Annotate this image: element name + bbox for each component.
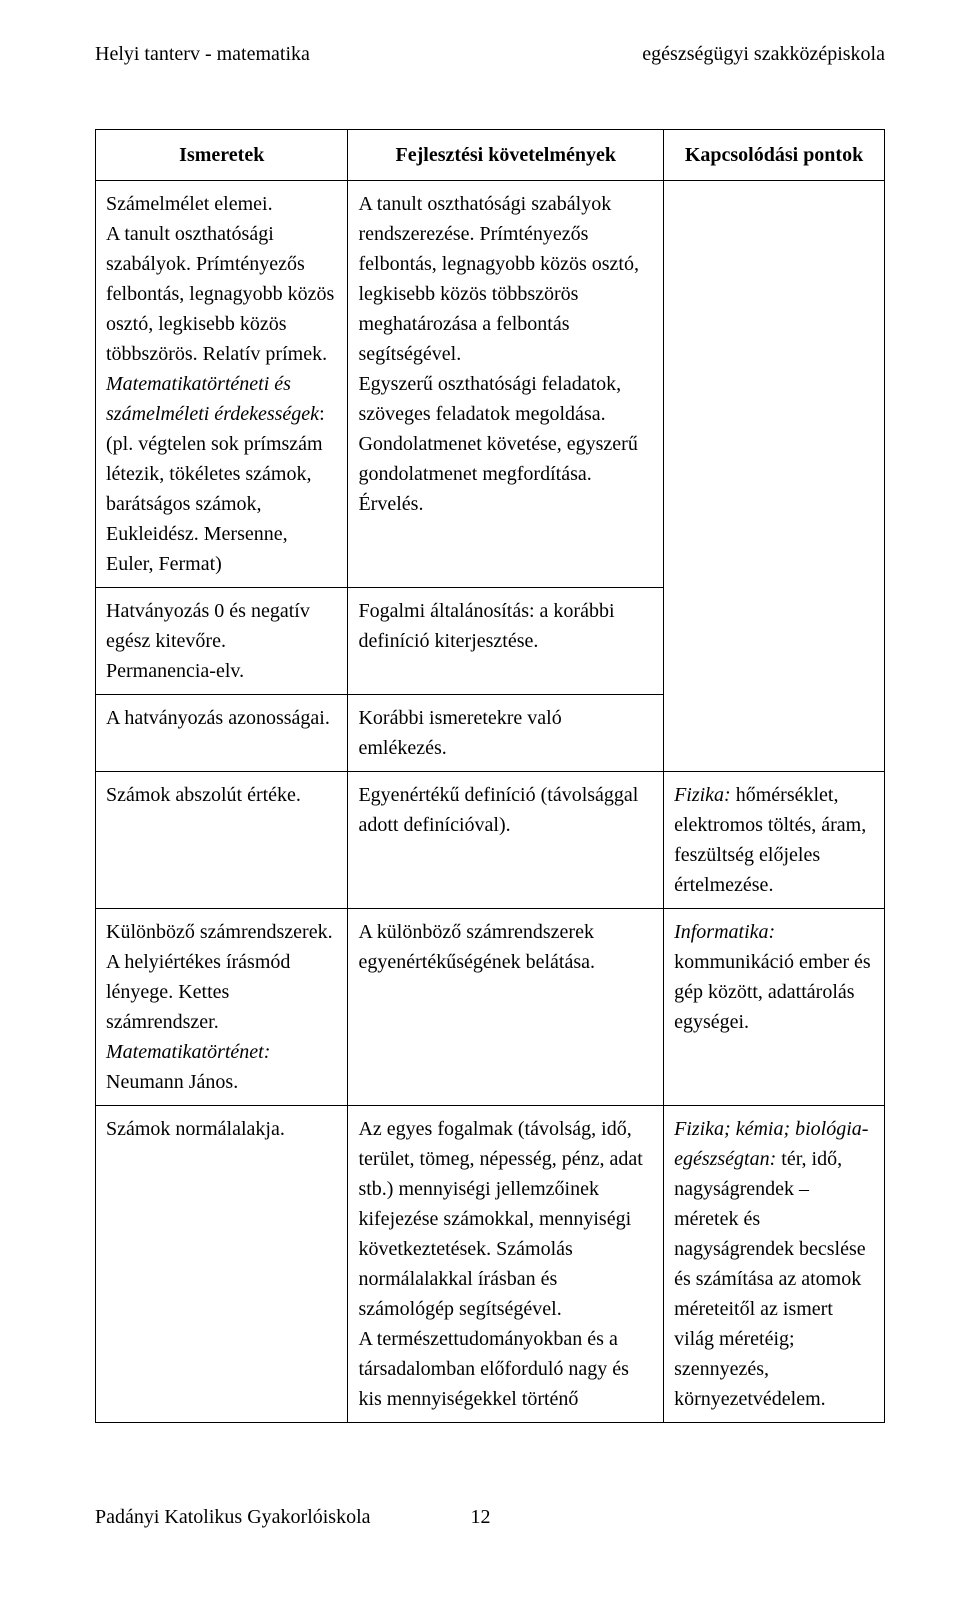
cell-r3c1: A hatványozás azonosságai. — [96, 695, 348, 772]
header-right: egészségügyi szakközépiskola — [642, 40, 885, 69]
cell-r1c2: A tanult oszthatósági szabályok rendszer… — [348, 181, 664, 588]
text: Neumann János. — [106, 1071, 238, 1093]
cell-r2c1: Hatványozás 0 és negatív egész kitevőre.… — [96, 588, 348, 695]
cell-r6c2: Az egyes fogalmak (távolság, idő, terüle… — [348, 1106, 664, 1423]
text: Számelmélet elemei. A tanult oszthatóság… — [106, 193, 334, 365]
table-row: Számok abszolút értéke. Egyenértékű defi… — [96, 772, 885, 909]
text-italic: Matematikatörténeti és számelméleti érde… — [106, 373, 319, 425]
cell-r6c1: Számok normálalakja. — [96, 1106, 348, 1423]
cell-r6c3: Fizika; kémia; biológia-egészségtan: tér… — [664, 1106, 885, 1423]
cell-r1c3 — [664, 181, 885, 772]
text: kommunikáció ember és gép között, adattá… — [674, 951, 871, 1033]
cell-r4c1: Számok abszolút értéke. — [96, 772, 348, 909]
text-italic: Informatika: — [674, 921, 775, 943]
th-ismeretek: Ismeretek — [96, 130, 348, 181]
cell-r5c2: A különböző számrendszerek egyenértékűsé… — [348, 909, 664, 1106]
th-fejlesztesi: Fejlesztési követelmények — [348, 130, 664, 181]
text-italic: Matematikatörténet: — [106, 1041, 270, 1063]
th-kapcsolodasi: Kapcsolódási pontok — [664, 130, 885, 181]
cell-r5c3: Informatika: kommunikáció ember és gép k… — [664, 909, 885, 1106]
content-table: Ismeretek Fejlesztési követelmények Kapc… — [95, 129, 885, 1423]
footer-page: 12 — [471, 1503, 491, 1532]
text: Különböző számrendszerek. A helyiértékes… — [106, 921, 333, 1033]
table-row: Számok normálalakja. Az egyes fogalmak (… — [96, 1106, 885, 1423]
cell-r4c3: Fizika: hőmérséklet, elektromos töltés, … — [664, 772, 885, 909]
table-row: Számelmélet elemei. A tanult oszthatóság… — [96, 181, 885, 588]
cell-r4c2: Egyenértékű definíció (távolsággal adott… — [348, 772, 664, 909]
header-left: Helyi tanterv - matematika — [95, 40, 310, 69]
cell-r1c1: Számelmélet elemei. A tanult oszthatóság… — [96, 181, 348, 588]
cell-r2c2: Fogalmi általánosítás: a korábbi definíc… — [348, 588, 664, 695]
cell-r3c2: Korábbi ismeretekre való emlékezés. — [348, 695, 664, 772]
text: : (pl. végtelen sok prímszám létezik, tö… — [106, 403, 325, 575]
text: tér, idő, nagyságrendek – méretek és nag… — [674, 1148, 866, 1410]
table-row: Különböző számrendszerek. A helyiértékes… — [96, 909, 885, 1106]
text-italic: Fizika: — [674, 784, 731, 806]
cell-r5c1: Különböző számrendszerek. A helyiértékes… — [96, 909, 348, 1106]
footer-left: Padányi Katolikus Gyakorlóiskola — [95, 1503, 371, 1532]
